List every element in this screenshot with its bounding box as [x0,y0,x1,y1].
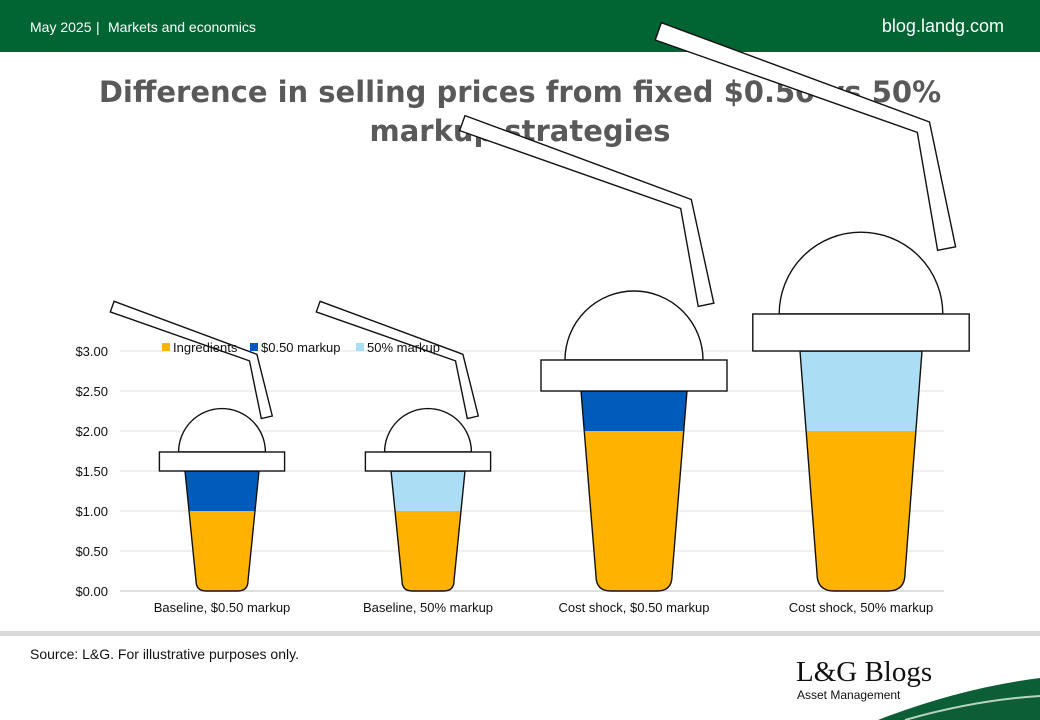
cup-outline [580,390,688,592]
x-tick-label: Cost shock, $0.50 markup [558,600,709,615]
x-tick-label: Baseline, 50% markup [363,600,493,615]
cup-straw [315,300,480,420]
header-category[interactable]: Markets and economics [108,19,256,35]
cup-lid [158,451,286,472]
cup-dome [177,407,267,453]
cup-dome [778,231,944,315]
header-site-link[interactable]: blog.landg.com [881,16,1004,36]
bar-segment [800,431,922,591]
brand-subtitle: Asset Management [797,688,901,702]
x-tick-label: Baseline, $0.50 markup [154,600,291,615]
bar-segment [185,471,259,511]
cup-4 [654,21,970,592]
y-tick-label: $0.00 [75,584,108,599]
cup-straw [654,21,957,252]
y-tick-label: $3.00 [75,344,108,359]
legend-label: 50% markup [367,340,440,355]
header-separator: | [96,19,100,35]
bar-segment [391,511,465,591]
x-axis-labels: Baseline, $0.50 markup Baseline, 50% mark… [154,600,934,615]
cup-2 [315,300,492,592]
bar-segment [185,511,259,591]
cup-3 [458,114,728,592]
bar-segment [800,351,922,431]
chart-bars [109,21,970,592]
bar-segment [391,471,465,511]
x-tick-label: Cost shock, 50% markup [789,600,934,615]
legend-swatch [162,343,170,351]
bar-segment [581,391,687,431]
cup-lid [752,313,970,352]
y-tick-label: $0.50 [75,544,108,559]
source-note: Source: L&G. For illustrative purposes o… [30,646,299,662]
header-date: May 2025 [30,19,92,35]
cup-1 [109,300,286,592]
chart-area: Difference in selling prices from fixed … [75,21,970,615]
y-tick-label: $2.00 [75,424,108,439]
cup-outline [184,470,260,592]
cup-dome [383,407,473,453]
cup-outline [799,350,923,592]
cup-straw [458,114,715,308]
y-tick-label: $1.50 [75,464,108,479]
swoosh-line [904,695,1040,720]
footer-divider [0,631,1040,636]
cup-outline [390,470,466,592]
y-axis-labels: $0.00 $0.50 $1.00 $1.50 $2.00 $2.50 $3.00 [75,344,108,599]
chart-title: Difference in selling prices from fixed … [99,75,941,148]
header-bar: May 2025 | Markets and economics blog.la… [0,0,1040,52]
cup-dome [564,290,704,361]
y-tick-label: $2.50 [75,384,108,399]
cup-straw [109,300,274,420]
cup-lid [364,451,492,472]
y-tick-label: $1.00 [75,504,108,519]
legend-label: Ingredients [173,340,238,355]
legend-label: $0.50 markup [261,340,341,355]
legend-swatch [250,343,258,351]
bar-segment [581,431,687,591]
legend-swatch [356,343,364,351]
cup-lid [540,359,728,392]
brand-logo: L&G Blogs [796,656,933,688]
chart-legend: Ingredients $0.50 markup 50% markup [162,340,440,355]
